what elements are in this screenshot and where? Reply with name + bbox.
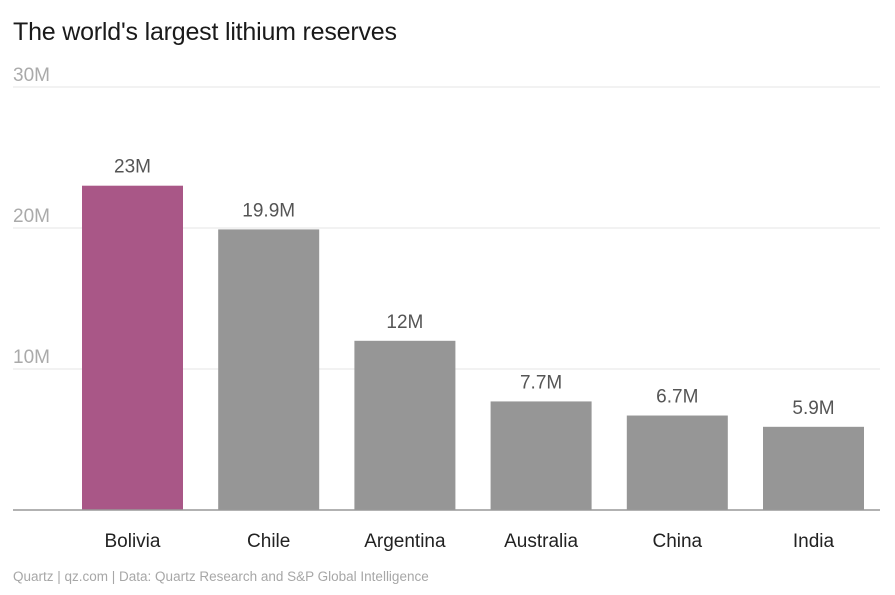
data-label: 5.9M xyxy=(792,398,834,419)
x-tick-label: India xyxy=(793,531,835,552)
bar-china xyxy=(626,415,728,510)
x-tick-label: Australia xyxy=(504,531,578,552)
data-label: 6.7M xyxy=(656,387,698,408)
y-tick-label: 30M xyxy=(13,65,50,86)
x-tick-label: China xyxy=(652,531,702,552)
data-label: 19.9M xyxy=(242,200,295,221)
bar-india xyxy=(763,426,864,510)
bars xyxy=(82,185,864,510)
bar-australia xyxy=(490,401,592,510)
x-tick-label: Argentina xyxy=(364,531,446,552)
bar-bolivia xyxy=(82,185,183,510)
bar-argentina xyxy=(354,340,456,510)
bar-chile xyxy=(218,229,320,510)
source-note: Quartz | qz.com | Data: Quartz Research … xyxy=(13,569,429,584)
x-tick-label: Chile xyxy=(247,531,290,552)
data-label: 7.7M xyxy=(520,372,562,393)
y-tick-label: 10M xyxy=(13,347,50,368)
data-label: 23M xyxy=(114,157,151,178)
labels: 10M 20M 30M 23M Bolivia 19.9M Chile 12M Argentin… xyxy=(13,65,835,552)
chart-title: The world's largest lithium reserves xyxy=(13,18,397,46)
x-tick-label: Bolivia xyxy=(105,531,161,552)
y-tick-label: 20M xyxy=(13,206,50,227)
data-label: 12M xyxy=(386,312,423,333)
